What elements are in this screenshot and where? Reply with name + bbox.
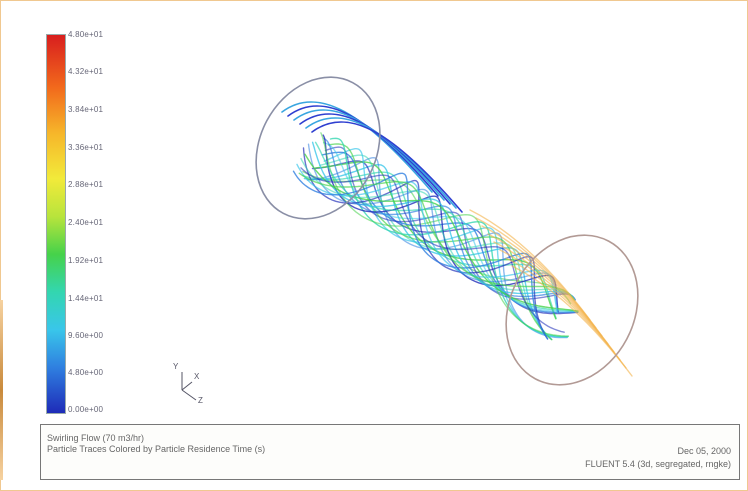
- colormap-tick: 9.60e+00: [68, 331, 104, 340]
- particle-trace-line: [327, 143, 553, 341]
- colormap-tick: 3.36e+01: [68, 143, 104, 152]
- particle-trace-line: [298, 172, 575, 301]
- particle-trace-line: [300, 167, 565, 333]
- particle-trace-line: [314, 141, 579, 313]
- info-box: Swirling Flow (70 m3/hr) Particle Traces…: [40, 424, 740, 480]
- particle-trace-line: [499, 249, 621, 361]
- particle-trace-line: [300, 157, 576, 301]
- plot-caption: Particle Traces Colored by Particle Resi…: [47, 444, 266, 454]
- window-edge: [0, 300, 3, 480]
- colormap-tick: 2.40e+01: [68, 218, 104, 227]
- colormap-tick: 1.92e+01: [68, 256, 104, 265]
- particle-traces: [281, 101, 633, 377]
- inlet-boundary-outline: [255, 76, 381, 220]
- colormap-tick: 4.32e+01: [68, 67, 104, 76]
- particle-trace-line: [324, 146, 576, 301]
- particle-trace-line: [329, 137, 569, 338]
- particle-trace-line: [292, 170, 549, 340]
- case-title: Swirling Flow (70 m3/hr): [47, 433, 145, 443]
- axis-z-label: Z: [198, 396, 203, 405]
- particle-trace-line: [511, 265, 633, 377]
- outlet-boundary-outline: [505, 234, 639, 386]
- particle-trace-line: [311, 121, 463, 213]
- colormap-tick: 2.88e+01: [68, 180, 104, 189]
- colormap-tick: 4.80e+01: [68, 30, 104, 39]
- date-stamp: Dec 05, 2000: [677, 446, 731, 456]
- colormap-tick: 0.00e+00: [68, 405, 104, 414]
- colormap-tick: 4.80e+00: [68, 368, 104, 377]
- solver-info: FLUENT 5.4 (3d, segregated, rngke): [585, 459, 731, 469]
- axis-y-label: Y: [173, 362, 179, 371]
- axis-triad-icon: [181, 372, 197, 401]
- axis-triad: Y X Z: [170, 362, 210, 410]
- colormap-tick: 1.44e+01: [68, 294, 104, 303]
- particle-trace-line: [323, 137, 576, 301]
- colormap-tick: 3.84e+01: [68, 105, 104, 114]
- axis-x-label: X: [194, 372, 200, 381]
- colormap-bar: [46, 34, 66, 414]
